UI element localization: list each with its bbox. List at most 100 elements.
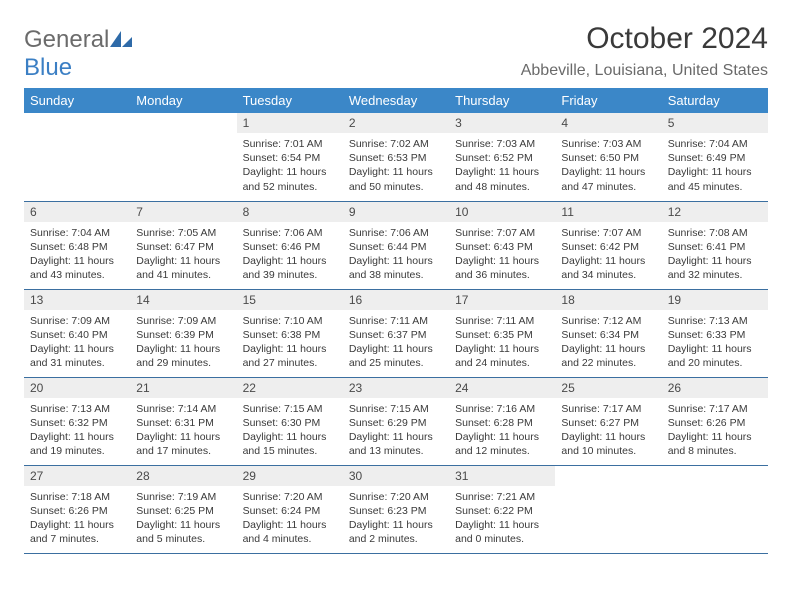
calendar-cell: 31Sunrise: 7:21 AMSunset: 6:22 PMDayligh… — [449, 465, 555, 553]
day-header: Monday — [130, 88, 236, 113]
title-block: October 2024 Abbeville, Louisiana, Unite… — [521, 22, 768, 88]
calendar-cell: 6Sunrise: 7:04 AMSunset: 6:48 PMDaylight… — [24, 201, 130, 289]
day-number: 23 — [343, 378, 449, 398]
calendar-cell — [662, 465, 768, 553]
calendar-table: SundayMondayTuesdayWednesdayThursdayFrid… — [24, 88, 768, 554]
location-text: Abbeville, Louisiana, United States — [521, 62, 768, 80]
day-number: 29 — [237, 466, 343, 486]
calendar-cell — [130, 113, 236, 201]
calendar-row: 27Sunrise: 7:18 AMSunset: 6:26 PMDayligh… — [24, 465, 768, 553]
day-content: Sunrise: 7:16 AMSunset: 6:28 PMDaylight:… — [449, 398, 555, 465]
calendar-cell: 13Sunrise: 7:09 AMSunset: 6:40 PMDayligh… — [24, 289, 130, 377]
day-content: Sunrise: 7:20 AMSunset: 6:24 PMDaylight:… — [237, 486, 343, 553]
calendar-row: 6Sunrise: 7:04 AMSunset: 6:48 PMDaylight… — [24, 201, 768, 289]
calendar-cell: 23Sunrise: 7:15 AMSunset: 6:29 PMDayligh… — [343, 377, 449, 465]
calendar-cell: 18Sunrise: 7:12 AMSunset: 6:34 PMDayligh… — [555, 289, 661, 377]
day-number: 22 — [237, 378, 343, 398]
calendar-cell: 1Sunrise: 7:01 AMSunset: 6:54 PMDaylight… — [237, 113, 343, 201]
calendar-cell: 12Sunrise: 7:08 AMSunset: 6:41 PMDayligh… — [662, 201, 768, 289]
calendar-row: 1Sunrise: 7:01 AMSunset: 6:54 PMDaylight… — [24, 113, 768, 201]
day-number: 3 — [449, 113, 555, 133]
day-content: Sunrise: 7:12 AMSunset: 6:34 PMDaylight:… — [555, 310, 661, 377]
day-content: Sunrise: 7:07 AMSunset: 6:43 PMDaylight:… — [449, 222, 555, 289]
day-number: 6 — [24, 202, 130, 222]
calendar-cell: 9Sunrise: 7:06 AMSunset: 6:44 PMDaylight… — [343, 201, 449, 289]
day-content: Sunrise: 7:13 AMSunset: 6:33 PMDaylight:… — [662, 310, 768, 377]
day-content: Sunrise: 7:03 AMSunset: 6:50 PMDaylight:… — [555, 133, 661, 200]
day-content: Sunrise: 7:09 AMSunset: 6:40 PMDaylight:… — [24, 310, 130, 377]
day-number: 26 — [662, 378, 768, 398]
day-content: Sunrise: 7:04 AMSunset: 6:49 PMDaylight:… — [662, 133, 768, 200]
day-content: Sunrise: 7:06 AMSunset: 6:46 PMDaylight:… — [237, 222, 343, 289]
day-number: 1 — [237, 113, 343, 133]
calendar-cell: 27Sunrise: 7:18 AMSunset: 6:26 PMDayligh… — [24, 465, 130, 553]
calendar-cell: 2Sunrise: 7:02 AMSunset: 6:53 PMDaylight… — [343, 113, 449, 201]
day-number: 19 — [662, 290, 768, 310]
day-number — [555, 466, 661, 486]
day-content: Sunrise: 7:15 AMSunset: 6:30 PMDaylight:… — [237, 398, 343, 465]
day-number: 30 — [343, 466, 449, 486]
calendar-cell: 29Sunrise: 7:20 AMSunset: 6:24 PMDayligh… — [237, 465, 343, 553]
day-content: Sunrise: 7:05 AMSunset: 6:47 PMDaylight:… — [130, 222, 236, 289]
day-content: Sunrise: 7:04 AMSunset: 6:48 PMDaylight:… — [24, 222, 130, 289]
calendar-cell — [555, 465, 661, 553]
day-content: Sunrise: 7:10 AMSunset: 6:38 PMDaylight:… — [237, 310, 343, 377]
day-content: Sunrise: 7:06 AMSunset: 6:44 PMDaylight:… — [343, 222, 449, 289]
day-number: 13 — [24, 290, 130, 310]
logo-word1: General — [24, 26, 109, 53]
day-content: Sunrise: 7:07 AMSunset: 6:42 PMDaylight:… — [555, 222, 661, 289]
day-number: 8 — [237, 202, 343, 222]
day-content: Sunrise: 7:09 AMSunset: 6:39 PMDaylight:… — [130, 310, 236, 377]
day-number: 31 — [449, 466, 555, 486]
page: General Blue October 2024 Abbeville, Lou… — [0, 0, 792, 612]
day-content: Sunrise: 7:11 AMSunset: 6:37 PMDaylight:… — [343, 310, 449, 377]
day-number: 12 — [662, 202, 768, 222]
day-number: 15 — [237, 290, 343, 310]
logo-text: General Blue — [24, 26, 132, 82]
day-number: 16 — [343, 290, 449, 310]
calendar-cell: 24Sunrise: 7:16 AMSunset: 6:28 PMDayligh… — [449, 377, 555, 465]
calendar-cell: 22Sunrise: 7:15 AMSunset: 6:30 PMDayligh… — [237, 377, 343, 465]
day-number: 9 — [343, 202, 449, 222]
day-content: Sunrise: 7:17 AMSunset: 6:27 PMDaylight:… — [555, 398, 661, 465]
day-number: 18 — [555, 290, 661, 310]
calendar-row: 20Sunrise: 7:13 AMSunset: 6:32 PMDayligh… — [24, 377, 768, 465]
day-number: 20 — [24, 378, 130, 398]
calendar-cell: 15Sunrise: 7:10 AMSunset: 6:38 PMDayligh… — [237, 289, 343, 377]
calendar-cell: 17Sunrise: 7:11 AMSunset: 6:35 PMDayligh… — [449, 289, 555, 377]
calendar-cell — [24, 113, 130, 201]
day-number: 28 — [130, 466, 236, 486]
day-number: 11 — [555, 202, 661, 222]
calendar-body: 1Sunrise: 7:01 AMSunset: 6:54 PMDaylight… — [24, 113, 768, 553]
day-number — [130, 113, 236, 133]
day-number: 5 — [662, 113, 768, 133]
day-header: Sunday — [24, 88, 130, 113]
logo: General Blue — [24, 22, 132, 82]
logo-word2: Blue — [24, 54, 72, 81]
logo-sail-icon — [110, 34, 132, 51]
day-content: Sunrise: 7:14 AMSunset: 6:31 PMDaylight:… — [130, 398, 236, 465]
calendar-cell: 30Sunrise: 7:20 AMSunset: 6:23 PMDayligh… — [343, 465, 449, 553]
day-number — [24, 113, 130, 133]
day-number: 17 — [449, 290, 555, 310]
day-content: Sunrise: 7:21 AMSunset: 6:22 PMDaylight:… — [449, 486, 555, 553]
calendar-cell: 20Sunrise: 7:13 AMSunset: 6:32 PMDayligh… — [24, 377, 130, 465]
day-number: 7 — [130, 202, 236, 222]
day-content: Sunrise: 7:20 AMSunset: 6:23 PMDaylight:… — [343, 486, 449, 553]
calendar-cell: 14Sunrise: 7:09 AMSunset: 6:39 PMDayligh… — [130, 289, 236, 377]
day-content: Sunrise: 7:03 AMSunset: 6:52 PMDaylight:… — [449, 133, 555, 200]
month-title: October 2024 — [521, 22, 768, 56]
day-number: 21 — [130, 378, 236, 398]
calendar-cell: 26Sunrise: 7:17 AMSunset: 6:26 PMDayligh… — [662, 377, 768, 465]
calendar-cell: 4Sunrise: 7:03 AMSunset: 6:50 PMDaylight… — [555, 113, 661, 201]
calendar-row: 13Sunrise: 7:09 AMSunset: 6:40 PMDayligh… — [24, 289, 768, 377]
day-content: Sunrise: 7:18 AMSunset: 6:26 PMDaylight:… — [24, 486, 130, 553]
day-content: Sunrise: 7:11 AMSunset: 6:35 PMDaylight:… — [449, 310, 555, 377]
day-header: Wednesday — [343, 88, 449, 113]
calendar-cell: 3Sunrise: 7:03 AMSunset: 6:52 PMDaylight… — [449, 113, 555, 201]
calendar-cell: 5Sunrise: 7:04 AMSunset: 6:49 PMDaylight… — [662, 113, 768, 201]
day-content: Sunrise: 7:17 AMSunset: 6:26 PMDaylight:… — [662, 398, 768, 465]
calendar-cell: 19Sunrise: 7:13 AMSunset: 6:33 PMDayligh… — [662, 289, 768, 377]
calendar-cell: 25Sunrise: 7:17 AMSunset: 6:27 PMDayligh… — [555, 377, 661, 465]
calendar-cell: 28Sunrise: 7:19 AMSunset: 6:25 PMDayligh… — [130, 465, 236, 553]
